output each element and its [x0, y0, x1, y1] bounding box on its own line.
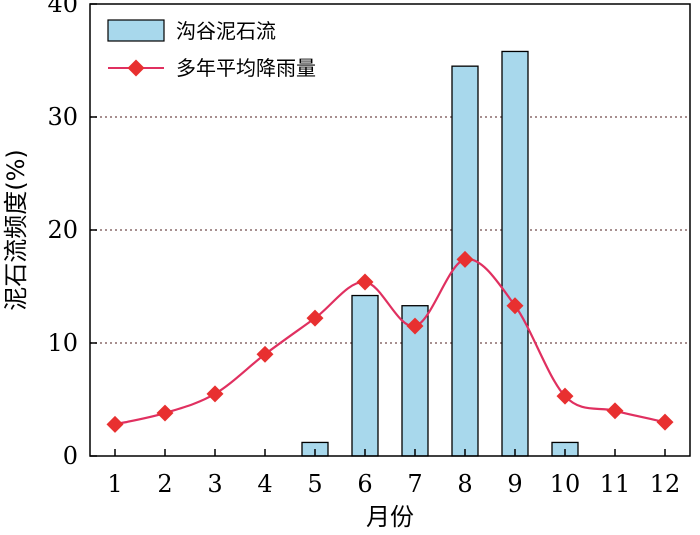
line-point: [156, 404, 174, 422]
x-tick-label: 11: [600, 470, 631, 498]
y-tick-label: 40: [47, 0, 78, 18]
line-point: [106, 415, 124, 433]
line-point: [656, 413, 674, 431]
line-point: [356, 273, 374, 291]
line-point: [256, 345, 274, 363]
bar: [351, 294, 379, 457]
x-axis: 1 2 3 4 5 6 7 8 9 10 11 12: [107, 449, 680, 498]
line-point: [206, 385, 224, 403]
line-series: [106, 250, 674, 433]
x-tick-label: 5: [307, 470, 322, 498]
x-tick-label: 4: [257, 470, 272, 498]
legend-line-marker: [127, 59, 145, 77]
x-tick-label: 7: [407, 470, 422, 498]
grid-lines: [90, 116, 690, 344]
y-tick-label: 0: [63, 442, 78, 470]
y-tick-label: 10: [47, 329, 78, 357]
y-tick-label: 20: [47, 216, 78, 244]
line-point: [506, 297, 524, 315]
x-tick-label: 6: [357, 470, 372, 498]
x-tick-label: 9: [507, 470, 522, 498]
line-point: [456, 250, 474, 268]
x-tick-label: 12: [650, 470, 681, 498]
line-point: [406, 317, 424, 335]
y-tick-label: 30: [47, 103, 78, 131]
legend-line-label: 多年平均降雨量: [176, 56, 316, 80]
line-point: [606, 402, 624, 420]
legend-bar-label: 沟谷泥石流: [176, 19, 276, 43]
rainfall-line: [114, 258, 666, 426]
bar: [501, 50, 529, 457]
y-axis-title: 泥石流频度(%): [2, 149, 30, 311]
x-tick-label: 1: [107, 470, 122, 498]
x-tick-label: 2: [157, 470, 172, 498]
x-tick-label: 3: [207, 470, 222, 498]
x-axis-title: 月份: [366, 503, 414, 531]
x-tick-label: 10: [550, 470, 581, 498]
line-point: [306, 309, 324, 327]
y-axis: 0 10 20 30 40: [47, 0, 97, 470]
line-point: [556, 387, 574, 405]
bar-series: [301, 50, 579, 457]
legend: 沟谷泥石流 多年平均降雨量: [107, 19, 316, 80]
legend-bar-swatch: [107, 19, 165, 42]
x-tick-label: 8: [457, 470, 472, 498]
